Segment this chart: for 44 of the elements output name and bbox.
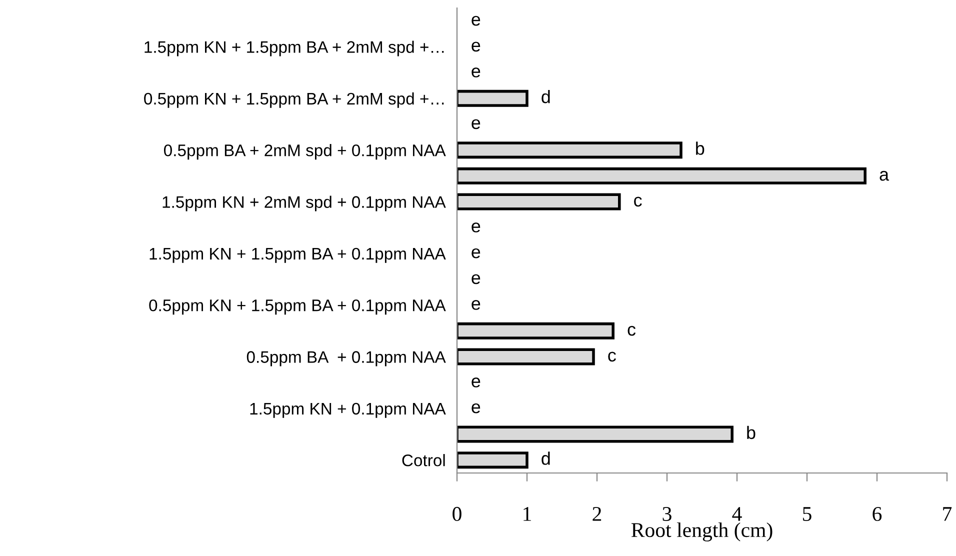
data-label: a [880,170,890,181]
data-label: e [472,222,480,232]
bar [457,142,682,159]
bar [457,452,528,469]
x-tick-label: 2 [592,506,602,521]
bar [457,90,528,107]
bar [457,348,595,366]
data-label: d [542,452,550,465]
x-tick-label: 5 [803,507,812,521]
x-tick-label: 7 [943,507,952,521]
data-label: e [472,378,480,388]
bar [457,426,734,443]
x-tick-label: 3 [662,506,672,521]
y-tick-label: Cotrol [402,454,445,466]
bar [457,322,614,340]
x-tick-label: 1 [524,507,531,521]
y-tick-label: 1.5ppm KN + 2mM spd + 0.1ppm NAA [162,196,446,212]
data-label: c [634,196,642,207]
bar [457,193,621,210]
data-label: d [542,90,550,104]
data-label: b [696,142,704,155]
data-label: e [472,68,480,78]
data-label: c [628,326,636,336]
y-tick-label: 1.5ppm KN + 1.5ppm BA + 0.1ppm NAA [150,248,446,263]
data-label: e [472,248,480,258]
y-tick-label: 0.5ppm KN + 1.5ppm BA + 0.1ppm NAA [149,299,446,315]
x-tick-label: 6 [872,506,882,521]
y-tick-label: 0.5ppm BA + 0.1ppm NAA [246,351,446,366]
data-label: c [608,352,616,362]
x-tick-label: 0 [452,506,462,521]
bar [457,167,866,184]
data-label: e [472,16,480,26]
x-tick-label: 4 [732,507,742,521]
y-tick-label: 0.5ppm KN + 1.5ppm BA + 2mM spd +… [144,92,444,108]
data-label: e [472,274,480,284]
y-tick-label: 0.5ppm BA + 2mM spd + 0.1ppm NAA [164,144,446,160]
x-axis-title: Root length (cm) [631,522,772,542]
data-label: e [472,300,480,310]
y-tick-label: 1.5ppm KN + 1.5ppm BA + 2mM spd +… [144,40,444,56]
data-label: e [472,119,480,130]
data-label: b [747,426,756,440]
y-tick-label: 1.5ppm KN + 0.1ppm NAA [250,402,446,418]
data-label: e [472,42,480,52]
data-label: e [472,403,480,414]
